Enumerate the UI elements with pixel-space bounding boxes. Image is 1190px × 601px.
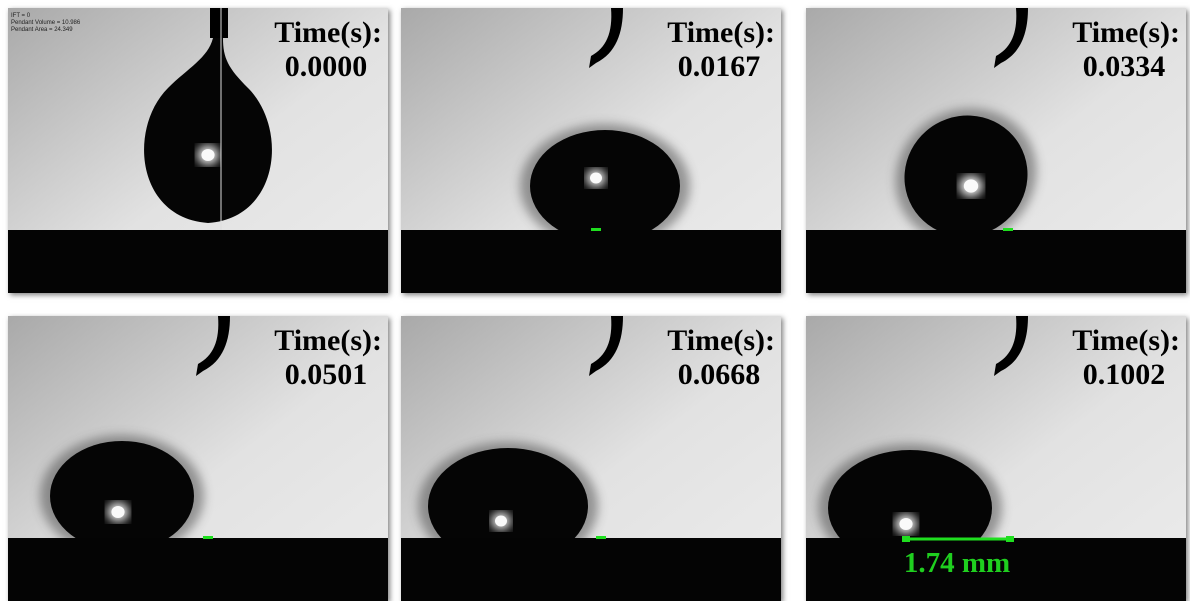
time-label: Time(s): [274, 324, 382, 357]
time-value: 0.0000 [285, 50, 368, 83]
contact-marker [203, 536, 213, 539]
time-label: Time(s): [1072, 16, 1180, 49]
substrate [8, 538, 388, 601]
time-value: 0.0668 [678, 358, 761, 391]
substrate [401, 538, 781, 601]
photo-panel: Time(s):0.0501 [8, 316, 388, 601]
highlight [111, 506, 124, 518]
substrate [806, 230, 1186, 293]
photo-panel: Time(s):0.0334 [806, 8, 1186, 293]
measure-end [1006, 536, 1014, 542]
time-label: Time(s): [667, 324, 775, 357]
photo-panel: Time(s):0.1002 1.74 mm [806, 316, 1186, 601]
overlay-text: Pendant Volume = 10.986 [11, 20, 81, 26]
substrate [8, 230, 388, 293]
overlay-text: IFT = 0 [11, 13, 31, 19]
time-value: 0.0334 [1083, 50, 1166, 83]
drop [50, 441, 194, 551]
photo: Time(s):0.0501 [8, 316, 388, 601]
substrate [401, 230, 781, 293]
measurement: 1.74 mm [904, 547, 1010, 579]
time-value: 0.0501 [285, 358, 368, 391]
contact-marker [591, 228, 601, 231]
time-label: Time(s): [274, 16, 382, 49]
photo: Time(s):0.0167 [401, 8, 781, 293]
photo: Time(s):0.0334 [806, 8, 1186, 293]
contact-marker [1003, 228, 1013, 231]
time-label: Time(s): [667, 16, 775, 49]
time-value: 0.1002 [1083, 358, 1166, 391]
highlight [201, 149, 214, 161]
photo-panel: Time(s):0.0668 [401, 316, 781, 601]
contact-marker [596, 536, 606, 539]
needle [210, 8, 228, 38]
page: Time(s):0.0000IFT = 0Pendant Volume = 10… [0, 0, 1190, 600]
highlight [495, 516, 507, 527]
photo: Time(s):0.0668 [401, 316, 781, 601]
time-value: 0.0167 [678, 50, 761, 83]
overlay-text: Pendant Area = 24.349 [11, 27, 73, 33]
highlight [964, 179, 978, 192]
drop [530, 130, 680, 242]
highlight [899, 518, 912, 530]
photo-panel: Time(s):0.0167 [401, 8, 781, 293]
time-label: Time(s): [1072, 324, 1180, 357]
measure-end [902, 536, 910, 542]
highlight [590, 173, 602, 184]
photo: Time(s):0.1002 1.74 mm [806, 316, 1186, 601]
